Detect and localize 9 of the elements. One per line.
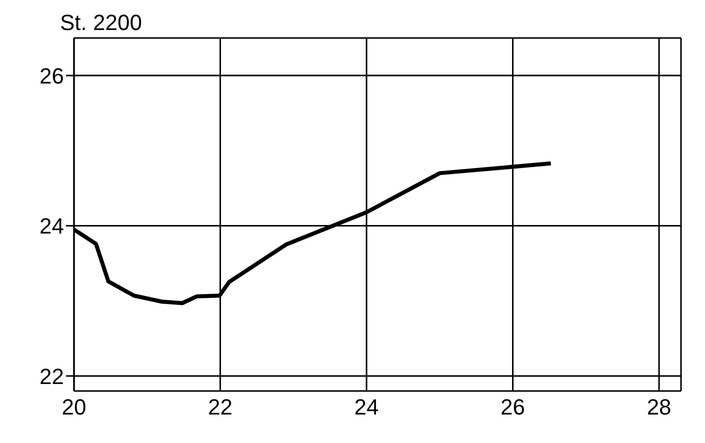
x-tick-label: 24 (354, 394, 379, 420)
y-tick-label: 24 (40, 214, 64, 239)
x-tick-label: 22 (208, 394, 233, 420)
chart-title: St. 2200 (60, 10, 142, 36)
x-tick-label: 26 (500, 394, 526, 420)
y-tick-label: 22 (40, 364, 64, 389)
x-tick-label: 28 (646, 394, 672, 420)
y-tick-label: 26 (40, 63, 64, 88)
x-tick-label: 20 (62, 394, 86, 420)
